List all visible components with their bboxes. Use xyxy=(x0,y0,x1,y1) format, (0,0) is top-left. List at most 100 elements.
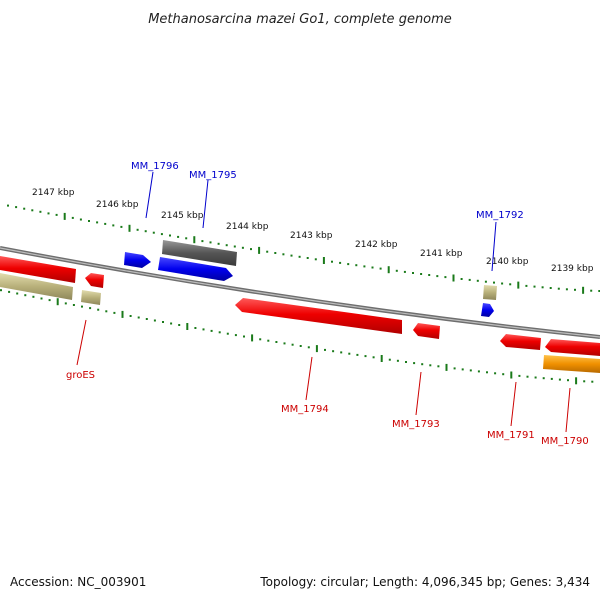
outer-row-dot xyxy=(379,267,382,270)
gene-label-mm1793[interactable]: MM_1793 xyxy=(392,419,440,430)
inner-row-dot xyxy=(97,308,100,311)
inner-row-dot xyxy=(477,370,480,373)
inner-row-dot xyxy=(0,289,2,292)
gene-label-mm1791[interactable]: MM_1791 xyxy=(487,430,535,441)
outer-row-dot xyxy=(565,288,568,291)
gene-feature-left-khaki[interactable] xyxy=(0,273,73,300)
gene-feature-mm1794[interactable] xyxy=(235,298,402,334)
inner-row-major-tick xyxy=(315,345,318,353)
outer-row-dot xyxy=(363,265,366,268)
gene-feature-mm1795-gray[interactable] xyxy=(162,240,237,266)
inner-row-dot xyxy=(364,355,367,358)
inner-row-dot xyxy=(324,348,326,351)
gene-feature-mm1790[interactable] xyxy=(545,339,600,356)
outer-row-dot xyxy=(185,237,188,240)
outer-row-dot xyxy=(541,286,544,289)
outer-row-dot xyxy=(136,228,139,231)
outer-row-dot xyxy=(509,283,512,286)
outer-row-dot xyxy=(233,245,236,248)
outer-row-dot xyxy=(274,252,277,254)
genome-summary-text: Topology: circular; Length: 4,096,345 bp… xyxy=(259,575,590,589)
tick-row-inner xyxy=(0,289,594,385)
outer-row-dot xyxy=(371,266,374,269)
outer-row-major-tick xyxy=(322,257,325,264)
inner-row-dot xyxy=(558,378,561,381)
inner-row-dot xyxy=(48,299,51,302)
gene-label-mm1790[interactable]: MM_1790 xyxy=(541,436,589,447)
gene-feature-mm1790-orange[interactable] xyxy=(543,355,600,373)
outer-row-dot xyxy=(31,209,34,212)
gene-label-groes[interactable]: groES xyxy=(66,370,95,381)
inner-row-major-tick xyxy=(186,323,189,330)
gene-feature-groes[interactable] xyxy=(85,273,104,288)
inner-row-dot xyxy=(137,316,140,319)
gene-feature-left-red[interactable] xyxy=(0,256,76,283)
tick-label-2142: 2142 kbp xyxy=(355,240,398,250)
inner-row-dot xyxy=(461,368,464,371)
inner-row-dot xyxy=(502,373,505,376)
gene-feature-mm1791[interactable] xyxy=(500,334,541,350)
inner-row-dot xyxy=(234,334,237,337)
inner-row-dot xyxy=(153,319,156,322)
gene-feature-mm1795[interactable] xyxy=(158,257,233,281)
gene-label-mm1794[interactable]: MM_1794 xyxy=(281,404,329,415)
inner-row-dot xyxy=(469,369,472,372)
gene-label-mm1795[interactable]: MM_1795 xyxy=(189,170,237,181)
inner-row-dot xyxy=(267,339,270,342)
outer-row-dot xyxy=(574,288,576,291)
inner-row-major-tick xyxy=(445,363,448,371)
outer-row-dot xyxy=(47,212,50,215)
inner-row-dot xyxy=(591,380,594,383)
inner-row-dot xyxy=(243,335,245,338)
inner-row-dot xyxy=(8,290,11,293)
gene-labels: MM_1796 MM_1795 MM_1792 groES MM_1794 MM… xyxy=(66,161,589,447)
inner-row-dot xyxy=(129,315,132,317)
inner-row-major-tick xyxy=(121,310,124,318)
inner-row-dot xyxy=(24,294,27,297)
outer-row-dot xyxy=(549,287,552,289)
inner-row-dot xyxy=(291,343,294,346)
accession-text: Accession: NC_003901 xyxy=(10,575,146,589)
gene-feature-groes-khaki[interactable] xyxy=(81,290,101,305)
map-title: Methanosarcina mazei Go1, complete genom… xyxy=(148,12,452,27)
outer-row-dot xyxy=(306,257,309,259)
inner-row-dot xyxy=(72,304,75,306)
outer-row-dot xyxy=(23,207,26,210)
inner-row-dot xyxy=(16,292,19,295)
gene-feature-mm1793[interactable] xyxy=(413,323,440,339)
outer-row-dot xyxy=(444,276,447,279)
gene-feature-mm1792-khaki[interactable] xyxy=(483,285,497,300)
gene-feature-mm1796[interactable] xyxy=(124,252,151,268)
inner-row-dot xyxy=(340,351,343,354)
inner-row-dot xyxy=(89,307,92,310)
inner-row-dot xyxy=(307,346,310,349)
outer-row-dot xyxy=(331,260,333,263)
inner-row-dot xyxy=(202,328,205,331)
gene-label-mm1796[interactable]: MM_1796 xyxy=(131,161,179,172)
outer-row-dot xyxy=(557,287,560,290)
outer-row-dot xyxy=(484,280,487,283)
outer-row-dot xyxy=(55,213,58,216)
inner-row-dot xyxy=(413,362,416,365)
outer-row-dot xyxy=(476,279,479,282)
gene-label-mm1792[interactable]: MM_1792 xyxy=(476,210,524,221)
inner-row-dot xyxy=(178,324,181,326)
outer-row-dot xyxy=(225,244,228,247)
gene-feature-mm1792[interactable] xyxy=(481,303,494,317)
tick-row-outer xyxy=(7,204,600,294)
inner-row-dot xyxy=(332,350,335,353)
inner-row-dot xyxy=(486,371,488,374)
outer-row-dot xyxy=(217,242,220,245)
inner-row-dot xyxy=(81,305,83,308)
inner-row-dot xyxy=(113,311,116,314)
inner-row-dot xyxy=(534,376,537,379)
kbp-labels: 2147 kbp 2146 kbp 2145 kbp 2144 kbp 2143… xyxy=(32,188,594,274)
inner-row-dot xyxy=(542,377,545,380)
outer-row-dot xyxy=(7,204,9,207)
inner-row-dot xyxy=(218,331,221,334)
tick-label-2141: 2141 kbp xyxy=(420,249,463,259)
outer-row-dot xyxy=(468,278,471,281)
outer-row-dot xyxy=(590,289,593,292)
outer-row-dot xyxy=(355,264,358,267)
outer-row-dot xyxy=(339,261,342,264)
